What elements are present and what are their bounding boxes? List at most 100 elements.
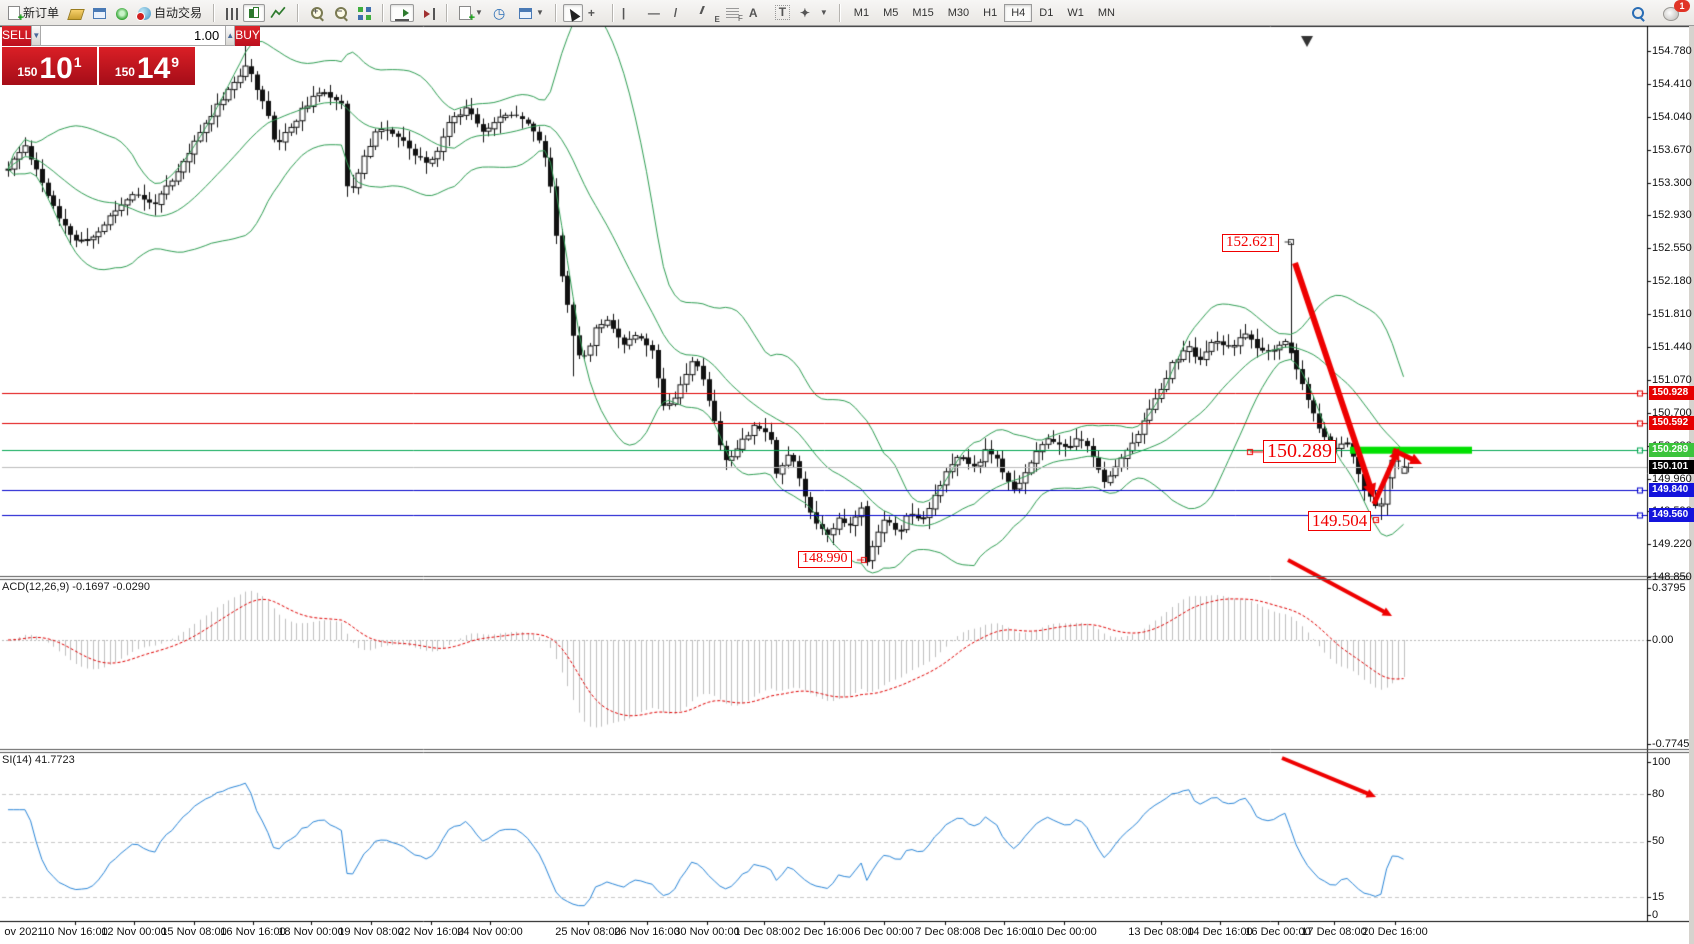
main-toolbar: 新订单 自动交易 + − — [0, 0, 1694, 26]
price-axis-tick: 150.700 — [1652, 406, 1692, 419]
price-axis-tick: 153.670 — [1652, 143, 1692, 156]
timeframe-w1-button[interactable]: W1 — [1067, 6, 1084, 19]
cursor-icon — [565, 5, 581, 22]
price-axis-tick: 152.180 — [1652, 275, 1692, 288]
bar-chart-icon — [226, 7, 239, 20]
horizontal-line-icon: — — [647, 5, 660, 20]
chart-shift-button[interactable] — [414, 4, 440, 22]
timeframe-m5-button[interactable]: M5 — [883, 6, 899, 19]
vertical-line-button[interactable]: | — [617, 4, 643, 22]
candlestick-chart-button[interactable] — [243, 3, 266, 22]
timeframe-d1-button[interactable]: D1 — [1039, 6, 1054, 19]
signal-button[interactable] — [111, 4, 133, 22]
price-axis-tick: 154.410 — [1652, 77, 1692, 90]
text-label-button[interactable]: T — [770, 4, 795, 22]
sell-price-big: 10 — [39, 52, 73, 85]
arrows-icon: ✦ — [799, 5, 810, 20]
indicator-axis-tick: 50 — [1652, 835, 1665, 847]
sell-price-button[interactable]: 150 10 1 — [2, 47, 97, 85]
chart-shift-icon — [419, 7, 436, 20]
dropdown-arrow-icon: ▼ — [475, 8, 483, 17]
toolbar-separator — [382, 3, 385, 22]
new-chart-icon — [459, 6, 475, 24]
autotrading-button[interactable]: 自动交易 — [133, 4, 207, 22]
horizontal-line-button[interactable]: — — [643, 4, 669, 22]
dropdown-arrow-icon: ▼ — [819, 8, 828, 17]
zoom-in-button[interactable]: + — [305, 4, 329, 22]
notifications-button[interactable]: 1 — [1658, 0, 1690, 22]
indicator-axis-tick: 0.00 — [1652, 634, 1674, 646]
chart-canvas[interactable] — [0, 26, 1694, 944]
volume-input[interactable] — [41, 24, 226, 46]
candlestick-chart-icon — [248, 6, 260, 20]
auto-scroll-icon — [395, 7, 410, 21]
timeframe-h1-button[interactable]: H1 — [983, 6, 998, 19]
price-badge-150.928: 150.928 — [1649, 386, 1694, 401]
cursor-button[interactable] — [562, 3, 583, 22]
chart-area[interactable]: GBPJPY-,H4 150.103 150.173 150.086 150.1… — [0, 26, 1694, 944]
timeframe-mn-button[interactable]: MN — [1097, 6, 1115, 19]
price-badge-149.840: 149.840 — [1649, 483, 1694, 498]
metaeditor-icon — [67, 9, 85, 20]
toolbar-separator — [611, 3, 614, 22]
time-axis-label: 17 Dec 08:00 — [1301, 926, 1367, 938]
line-chart-button[interactable] — [265, 4, 291, 22]
price-axis-tick: 151.070 — [1652, 373, 1692, 386]
time-axis-label: 16 Dec 00:00 — [1245, 926, 1311, 938]
zoom-out-button[interactable]: − — [329, 4, 353, 22]
sell-button-label: SELL — [2, 28, 32, 42]
sell-button[interactable]: SELL — [2, 24, 32, 46]
timeframe-toolbar: M1 M5 M15 M30 H1 H4 D1 W1 MN — [844, 0, 1125, 25]
time-axis-label: 25 Nov 08:00 — [555, 926, 621, 938]
indicator-axis-tick: 80 — [1652, 788, 1665, 800]
new-order-button[interactable]: 新订单 — [3, 4, 64, 24]
price-annotation-148.990: 148.990 — [798, 551, 852, 568]
new-chart-button[interactable]: ▼ — [454, 4, 488, 24]
text-button[interactable]: A — [744, 4, 770, 22]
time-axis-label: 16 Nov 16:00 — [220, 926, 286, 938]
buy-button-label: BUY — [235, 28, 260, 42]
one-click-trading-panel: SELL ▼ ▲ BUY 150 10 1 150 14 9 — [2, 24, 260, 102]
price-axis-tick: 151.810 — [1652, 308, 1692, 321]
buy-price-button[interactable]: 150 14 9 — [99, 47, 195, 85]
new-order-icon — [8, 6, 24, 24]
rsi-label: SI(14) 41.7723 — [2, 754, 75, 766]
search-button[interactable] — [1626, 4, 1650, 22]
buy-price-prefix: 150 — [114, 65, 135, 79]
period-clock-button[interactable]: ◷ — [488, 4, 514, 22]
fibonacci-button[interactable] — [721, 4, 744, 23]
arrows-button[interactable]: ✦ ▼ — [795, 4, 833, 22]
auto-scroll-button[interactable] — [390, 3, 415, 22]
toolbar-separator — [554, 3, 557, 22]
time-axis-label: 15 Nov 08:00 — [161, 926, 227, 938]
volume-increase-button[interactable]: ▲ — [225, 24, 236, 46]
trendline-icon: / — [673, 5, 678, 20]
price-axis-tick: 152.930 — [1652, 209, 1692, 222]
price-badge-150.289: 150.289 — [1649, 443, 1694, 458]
channel-button[interactable]: // — [695, 4, 721, 24]
timeframe-m1-button[interactable]: M1 — [853, 6, 870, 19]
toolbar-separator — [838, 3, 841, 22]
buy-button[interactable]: BUY — [235, 24, 260, 46]
tile-windows-button[interactable] — [353, 4, 376, 22]
price-axis-tick: 151.440 — [1652, 341, 1692, 353]
timeframe-m30-button[interactable]: M30 — [947, 6, 970, 19]
price-badge-150.101: 150.101 — [1649, 459, 1694, 474]
notification-badge: 1 — [1674, 0, 1690, 12]
toolbar-separator — [446, 3, 449, 22]
crosshair-button[interactable]: + — [583, 4, 609, 22]
bar-chart-button[interactable] — [221, 4, 243, 22]
metaeditor-button[interactable] — [64, 4, 88, 22]
volume-decrease-button[interactable]: ▼ — [31, 24, 42, 46]
chart-window-icon — [93, 8, 107, 19]
trendline-button[interactable]: / — [669, 4, 695, 22]
price-annotation-152.621: 152.621 — [1222, 234, 1279, 252]
indicator-axis-tick: -0.7745 — [1652, 738, 1690, 750]
profiles-button[interactable]: ▼ — [514, 4, 549, 22]
timeframe-m15-button[interactable]: M15 — [912, 6, 934, 19]
timeframe-h4-button[interactable]: H4 — [1004, 3, 1033, 22]
channel-icon: // — [700, 5, 718, 24]
time-axis-label: 12 Nov 00:00 — [101, 926, 167, 938]
sell-price-prefix: 150 — [17, 65, 38, 79]
chart-window-button[interactable] — [88, 4, 111, 22]
